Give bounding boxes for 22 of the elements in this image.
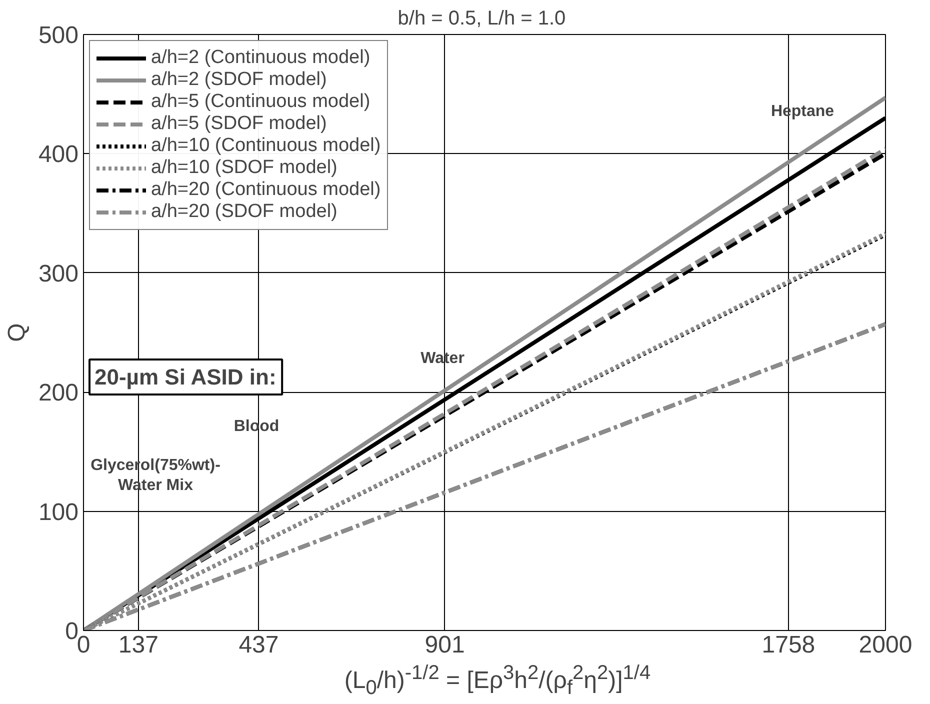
legend-label: a/h=2 (SDOF model) bbox=[151, 69, 327, 91]
x-tick-label: 137 bbox=[118, 632, 158, 658]
y-tick-label: 200 bbox=[38, 380, 79, 407]
x-tick-label: 901 bbox=[424, 632, 465, 658]
chart-title: b/h = 0.5, L/h = 1.0 bbox=[398, 8, 566, 30]
legend-label: a/h=20 (SDOF model) bbox=[151, 201, 338, 223]
y-tick-label: 100 bbox=[38, 498, 79, 526]
legend-label: a/h=20 (Continuous model) bbox=[151, 179, 381, 201]
legend-label: a/h=5 (Continuous model) bbox=[151, 91, 370, 113]
y-axis-title: Q bbox=[3, 323, 30, 342]
y-tick-label: 400 bbox=[38, 141, 79, 168]
x-tick-label: 2000 bbox=[858, 632, 912, 658]
legend-label: a/h=10 (Continuous model) bbox=[151, 135, 381, 157]
y-tick-label: 500 bbox=[38, 22, 79, 49]
legend-label: a/h=10 (SDOF model) bbox=[151, 157, 338, 179]
legend-label: a/h=5 (SDOF model) bbox=[151, 113, 327, 135]
legend-label: a/h=2 (Continuous model) bbox=[151, 47, 370, 69]
annotation: 20-µm Si ASID in: bbox=[94, 364, 276, 390]
y-tick-label: 300 bbox=[38, 260, 79, 288]
x-tick-label: 1758 bbox=[762, 632, 816, 658]
x-tick-label: 437 bbox=[238, 632, 279, 658]
text: (L$_{0}$/h)$^{-1/2}$ = [Eρ$^{3}$h$^{2}$/(ρ$_{f}$$^{2}$η$^{2}$)]$^{1/4}$ bbox=[344, 662, 651, 699]
